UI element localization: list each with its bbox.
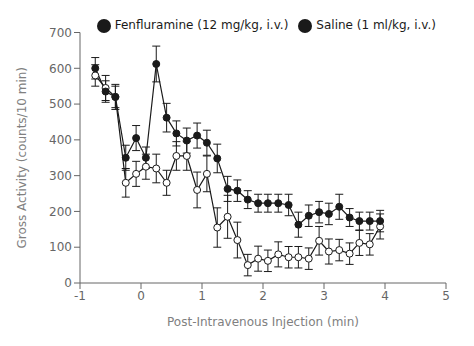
svg-text:Post-Intravenous Injection (mi: Post-Intravenous Injection (min) xyxy=(167,315,359,329)
svg-text:400: 400 xyxy=(49,133,72,147)
svg-text:700: 700 xyxy=(49,26,72,40)
svg-text:600: 600 xyxy=(49,62,72,76)
svg-text:4: 4 xyxy=(381,289,389,303)
svg-text:100: 100 xyxy=(49,240,72,254)
svg-text:3: 3 xyxy=(320,289,328,303)
html-text:Fenfluramine (12 mg/kg, i.v.): Fenfluramine (12 mg/kg, i.v.) xyxy=(114,18,289,32)
svg-text:200: 200 xyxy=(49,205,72,219)
svg-text:5: 5 xyxy=(442,289,450,303)
svg-text:300: 300 xyxy=(49,169,72,183)
svg-text:0: 0 xyxy=(64,276,72,290)
svg-text:-1: -1 xyxy=(74,289,86,303)
html-text:Saline (1 ml/kg, i.v.): Saline (1 ml/kg, i.v.) xyxy=(316,18,436,32)
svg-text:Gross Activity (counts/10 min): Gross Activity (counts/10 min) xyxy=(15,67,29,249)
svg-text:0: 0 xyxy=(137,289,145,303)
svg-text:1: 1 xyxy=(198,289,206,303)
svg-text:2: 2 xyxy=(259,289,267,303)
svg-text:500: 500 xyxy=(49,97,72,111)
